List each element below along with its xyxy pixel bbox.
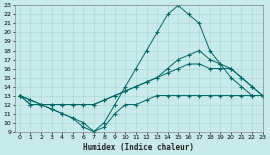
X-axis label: Humidex (Indice chaleur): Humidex (Indice chaleur) bbox=[83, 143, 194, 152]
